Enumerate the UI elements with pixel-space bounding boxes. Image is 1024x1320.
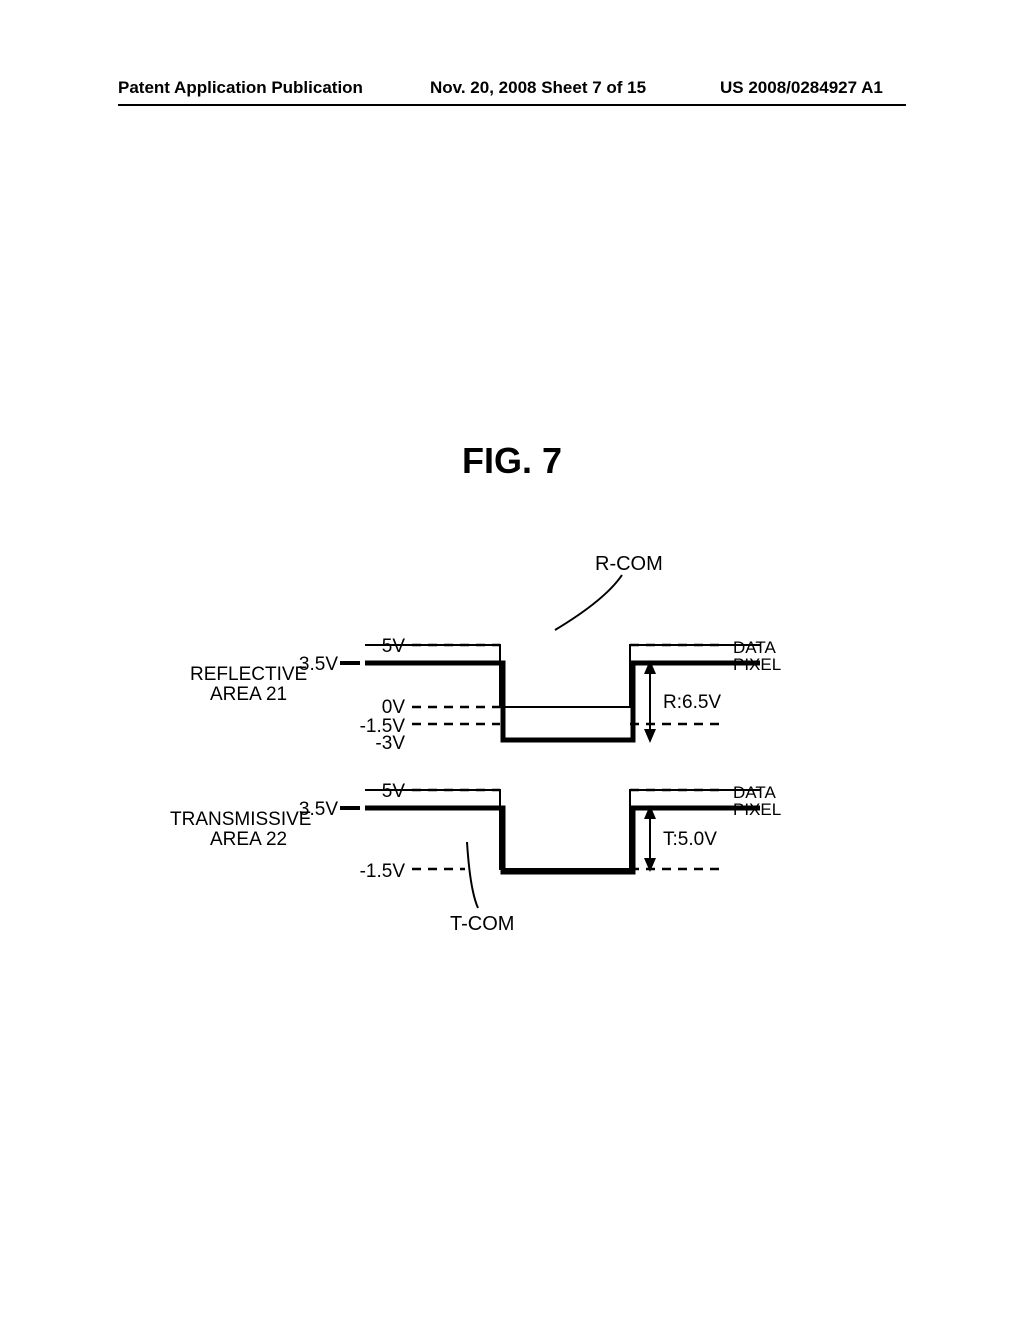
refl-5v: 5V [382, 636, 406, 657]
reflective-label-1: REFLECTIVE [190, 664, 307, 685]
rcom-label: R-COM [595, 553, 663, 575]
header-right: US 2008/0284927 A1 [720, 78, 883, 98]
tcom-leader [467, 842, 478, 908]
trans-data-label2: PIXEL [733, 800, 781, 819]
trans-label-1: TRANSMISSIVE [170, 809, 311, 830]
figure-diagram: R-COM REFLECTIVE AREA 21 5V 3.5V 0V -1.5… [0, 540, 1024, 1040]
refl-m3v: -3V [375, 733, 405, 754]
header-rule [118, 104, 906, 106]
transmissive-group: TRANSMISSIVE AREA 22 5V 3.5V -1.5V T:5.0… [170, 781, 781, 935]
refl-data-label2: PIXEL [733, 655, 781, 674]
trans-3.5v: 3.5V [299, 799, 338, 820]
rcom-leader [555, 575, 622, 630]
refl-3.5v: 3.5V [299, 654, 338, 675]
trans-m1.5v: -1.5V [360, 861, 406, 882]
header-left: Patent Application Publication [118, 78, 363, 98]
refl-diff-arrow-down [644, 729, 656, 743]
reflective-group: REFLECTIVE AREA 21 5V 3.5V 0V -1.5V -3V … [190, 636, 781, 754]
trans-diff-label: T:5.0V [663, 829, 717, 850]
refl-diff-label: R:6.5V [663, 692, 721, 713]
tcom-label: T-COM [450, 913, 514, 935]
refl-0v: 0V [382, 697, 406, 718]
header-center: Nov. 20, 2008 Sheet 7 of 15 [430, 78, 646, 98]
figure-title: FIG. 7 [0, 440, 1024, 482]
trans-label-2: AREA 22 [210, 829, 287, 850]
reflective-label-2: AREA 21 [210, 684, 287, 705]
trans-5v: 5V [382, 781, 406, 802]
